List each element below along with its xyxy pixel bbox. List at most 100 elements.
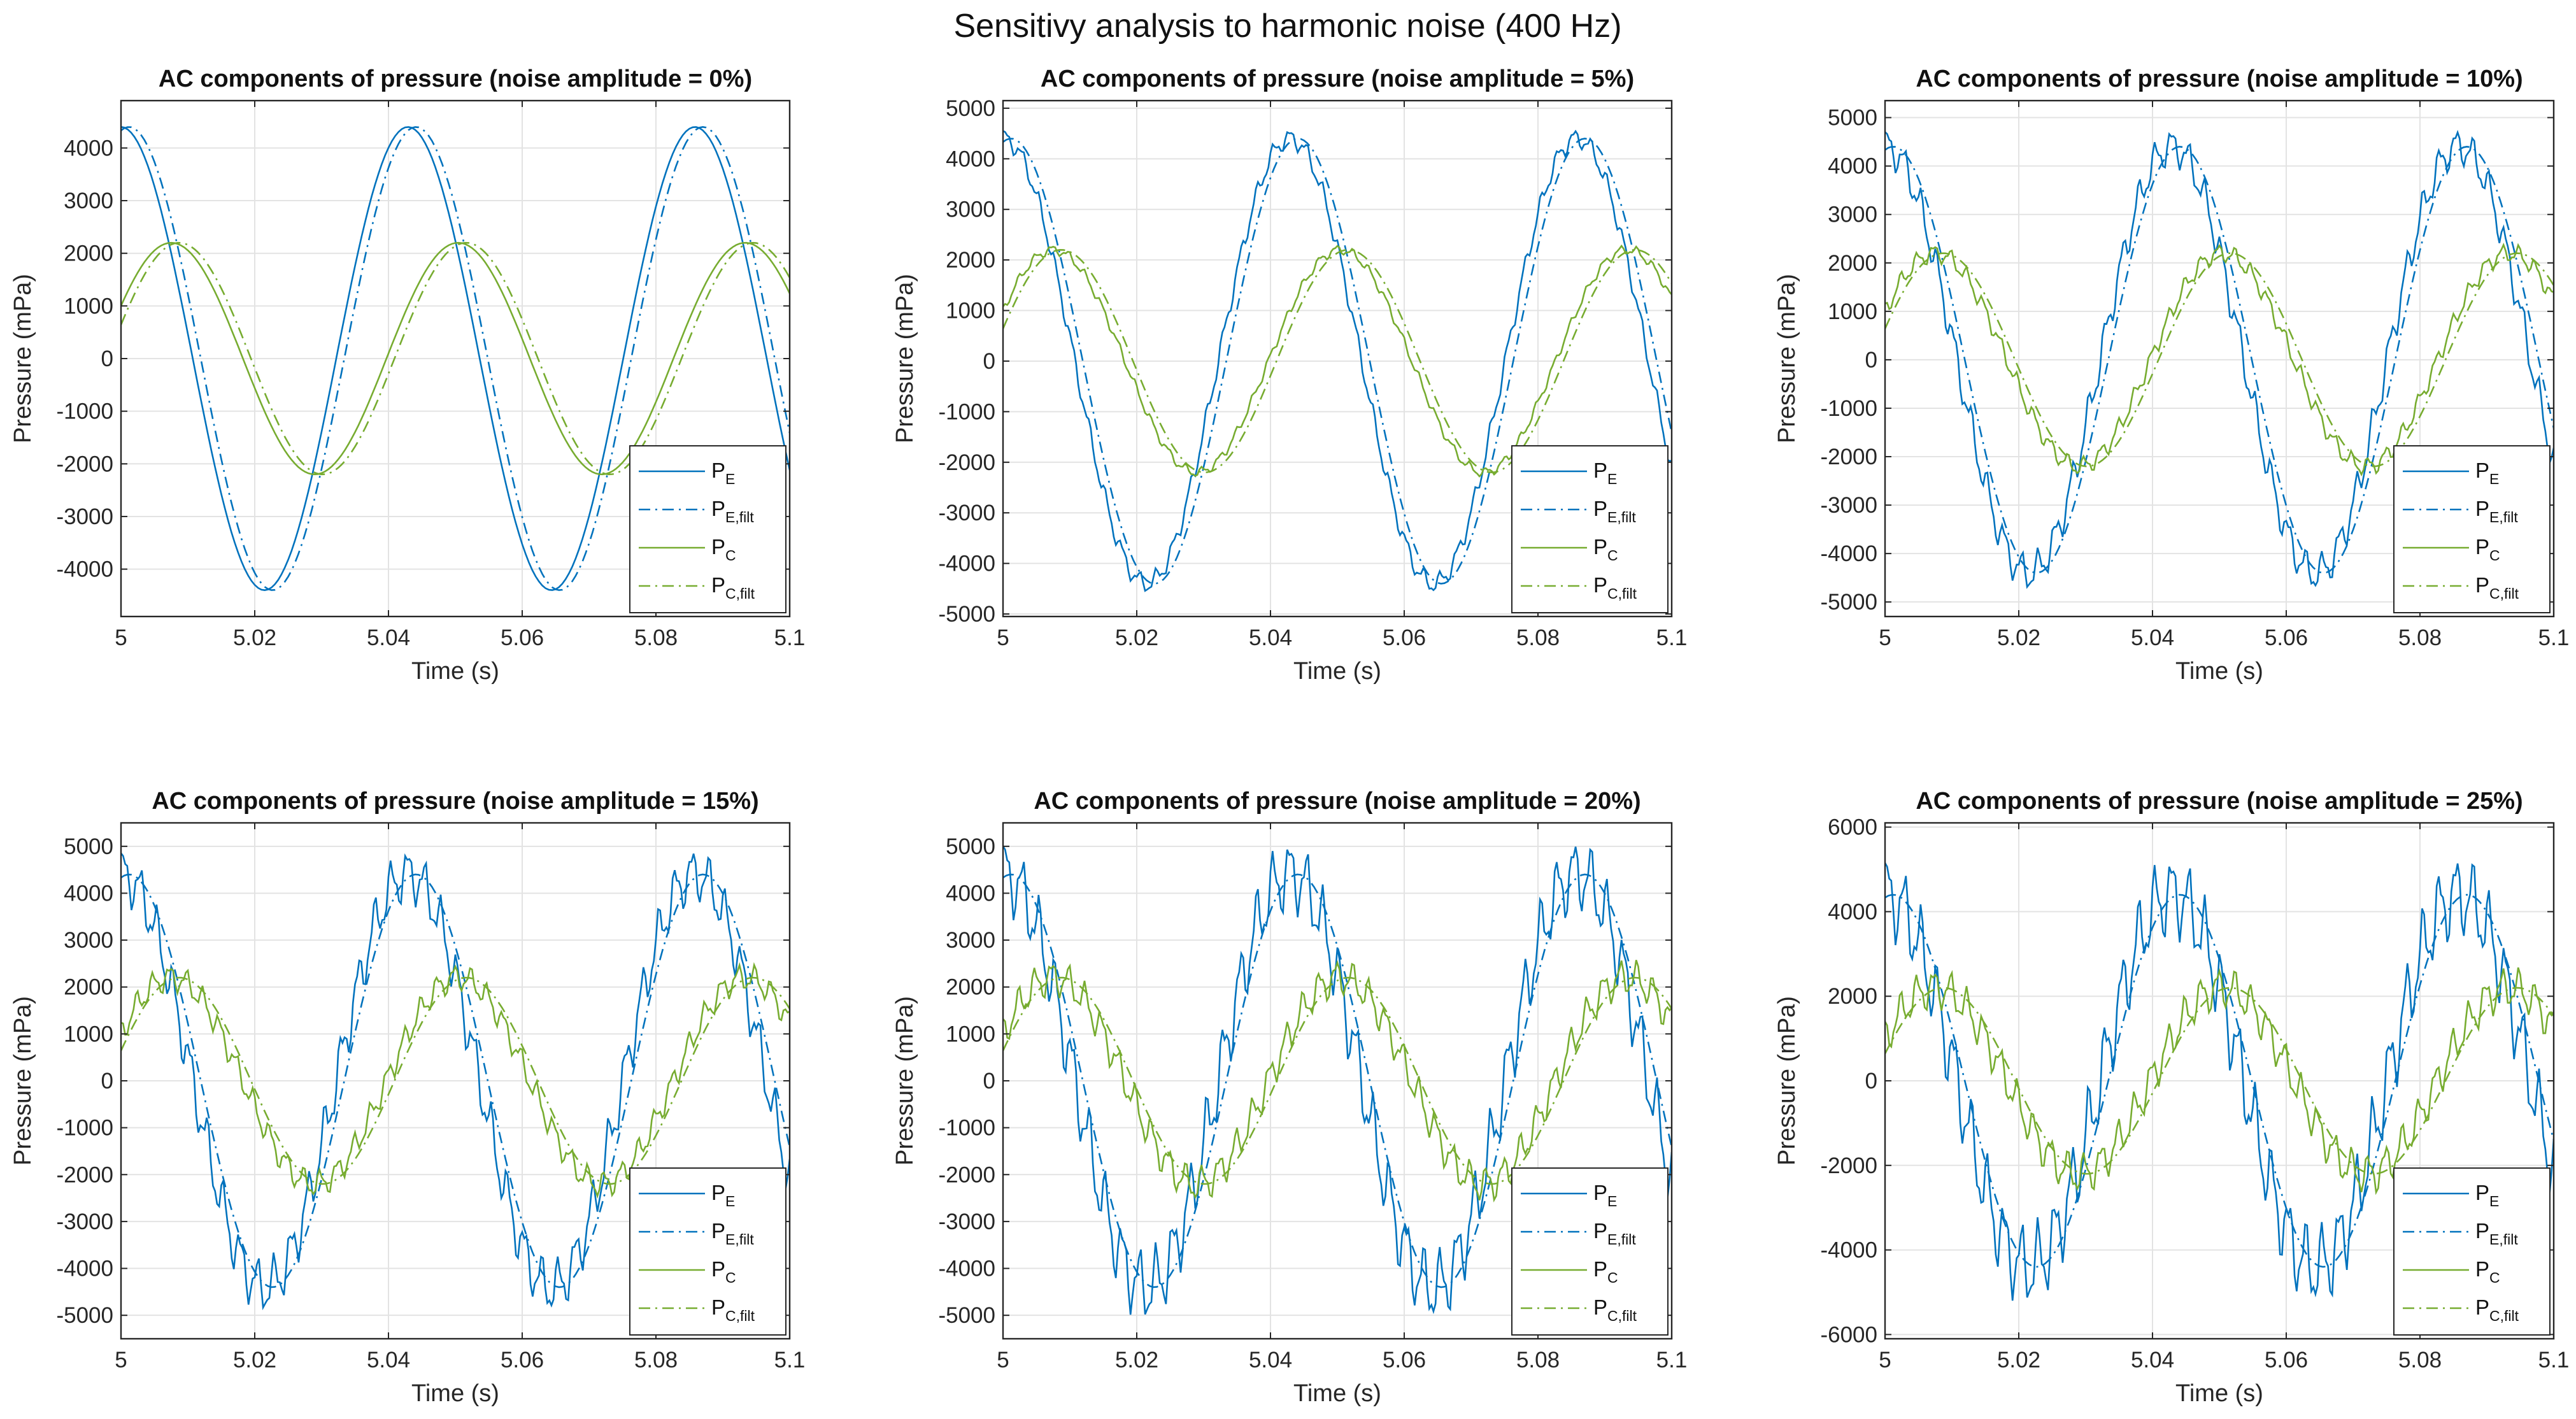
x-axis-label: Time (s) xyxy=(411,1380,499,1407)
y-axis-label: Pressure (mPa) xyxy=(10,996,36,1166)
chart-panel-5: 5 5.02 5.04 5.06 5.08 5.1 -5000 -4000 -3000 -2000… xyxy=(892,788,1687,1407)
x-tick-label: 5.1 xyxy=(774,1348,806,1373)
series-line-p-c-filt xyxy=(1885,252,2554,467)
chart-panel-3: 5 5.02 5.04 5.06 5.08 5.1 -5000 -4000 -3000 -2000… xyxy=(1774,66,2569,685)
y-tick-label: -5000 xyxy=(56,1303,113,1328)
y-tick-label: 1000 xyxy=(64,294,113,318)
legend-entry-subscript: C,filt xyxy=(725,1308,755,1324)
series-line-p-c-filt xyxy=(121,976,790,1185)
y-tick-label: -2000 xyxy=(1820,445,1877,469)
panel-title: AC components of pressure (noise amplitu… xyxy=(1916,788,2523,815)
series-line-p-c xyxy=(1885,967,2554,1195)
x-tick-label: 5.06 xyxy=(501,625,544,650)
figure-suptitle: Sensitivy analysis to harmonic noise (40… xyxy=(953,8,1621,45)
series-line-p-e-filt xyxy=(1003,138,1672,585)
y-tick-label: 5000 xyxy=(1828,106,1877,131)
legend-box xyxy=(629,1167,786,1336)
x-tick-label: 5 xyxy=(115,1348,127,1373)
y-tick-label: 0 xyxy=(983,349,995,374)
x-tick-label: 5.04 xyxy=(2131,625,2174,650)
y-tick-label: 6000 xyxy=(1828,815,1877,840)
x-tick-label: 5.06 xyxy=(2265,625,2308,650)
x-tick-label: 5.04 xyxy=(367,625,410,650)
chart-panel-6: 5 5.02 5.04 5.06 5.08 5.1 -6000 -4000 -2000 0 2000… xyxy=(1774,788,2569,1407)
y-axis-label: Pressure (mPa) xyxy=(892,996,918,1166)
legend-entry-subscript: E xyxy=(725,471,735,487)
series-group xyxy=(1885,129,2554,589)
x-axis-label: Time (s) xyxy=(1293,658,1381,685)
legend-entry-subscript: C xyxy=(1607,547,1618,564)
legend-box xyxy=(1511,445,1669,613)
y-tick-label: 0 xyxy=(1865,1069,1877,1094)
series-line-p-c-filt xyxy=(1003,248,1672,474)
legend-entry-label: PE,filt xyxy=(711,497,754,525)
x-tick-label: 5.06 xyxy=(2265,1348,2308,1373)
y-tick-label: 4000 xyxy=(946,146,995,171)
x-axis-label: Time (s) xyxy=(2175,1380,2263,1407)
y-tick-label: 2000 xyxy=(64,241,113,266)
y-tick-label: -5000 xyxy=(1820,590,1877,615)
series-line-p-e xyxy=(1885,129,2554,589)
y-tick-label: -3000 xyxy=(56,504,113,529)
series-group xyxy=(121,852,790,1311)
y-tick-label: 4000 xyxy=(64,881,113,906)
y-tick-label: -4000 xyxy=(1820,541,1877,566)
legend-entry-subscript: C xyxy=(1607,1269,1618,1286)
y-tick-label: -6000 xyxy=(1820,1322,1877,1347)
legend-entry-subscript: E,filt xyxy=(1607,1231,1636,1248)
y-tick-label: 3000 xyxy=(64,189,113,213)
y-tick-label: 4000 xyxy=(64,136,113,160)
y-tick-label: -2000 xyxy=(1820,1153,1877,1178)
y-tick-label: 0 xyxy=(101,1069,113,1094)
series-line-p-c xyxy=(1885,243,2554,477)
series-line-p-e xyxy=(121,852,790,1311)
x-tick-label: 5.06 xyxy=(1383,1348,1426,1373)
x-tick-label: 5.08 xyxy=(2398,625,2442,650)
y-tick-label: -4000 xyxy=(1820,1238,1877,1263)
x-tick-label: 5.02 xyxy=(1997,625,2040,650)
legend-entry-subscript: C xyxy=(2489,547,2500,564)
legend-entry-subscript: E xyxy=(725,1193,735,1209)
y-tick-label: -2000 xyxy=(938,450,995,475)
legend-entry-label: PC xyxy=(2475,1257,2500,1286)
x-tick-label: 5.1 xyxy=(1656,625,1688,650)
y-tick-label: 5000 xyxy=(946,834,995,859)
x-tick-label: 5.1 xyxy=(2538,1348,2570,1373)
legend-entry-subscript: C,filt xyxy=(725,585,755,602)
y-tick-label: 3000 xyxy=(1828,203,1877,227)
legend-entry-subscript: C,filt xyxy=(1607,585,1637,602)
y-axis-label: Pressure (mPa) xyxy=(1774,274,1800,443)
legend-box xyxy=(2393,1167,2551,1336)
y-tick-label: -1000 xyxy=(56,1116,113,1141)
x-tick-label: 5.06 xyxy=(501,1348,544,1373)
x-tick-label: 5.02 xyxy=(1115,625,1158,650)
series-line-p-e-filt xyxy=(121,125,790,591)
y-tick-label: 2000 xyxy=(946,248,995,273)
chart-panel-2: 5 5.02 5.04 5.06 5.08 5.1 -5000 -4000 -3000 -2000… xyxy=(892,66,1687,685)
y-tick-label: -4000 xyxy=(56,1257,113,1281)
y-axis-label: Pressure (mPa) xyxy=(892,274,918,443)
legend-entry-subscript: E xyxy=(2489,471,2499,487)
y-tick-label: 1000 xyxy=(946,299,995,324)
series-line-p-c-filt xyxy=(1003,976,1672,1185)
y-tick-label: 2000 xyxy=(1828,984,1877,1009)
series-group xyxy=(1003,846,1672,1315)
y-tick-label: -1000 xyxy=(56,399,113,424)
x-tick-label: 5.02 xyxy=(1997,1348,2040,1373)
legend-entry-subscript: C xyxy=(725,1269,736,1286)
x-tick-label: 5.08 xyxy=(634,1348,678,1373)
legend-entry-subscript: E,filt xyxy=(725,509,754,525)
series-line-p-e xyxy=(1885,862,2554,1301)
y-tick-label: 3000 xyxy=(946,928,995,953)
legend-entry-subscript: C xyxy=(2489,1269,2500,1286)
x-tick-label: 5.08 xyxy=(1516,625,1560,650)
panel-title: AC components of pressure (noise amplitu… xyxy=(159,66,752,92)
series-line-p-e-filt xyxy=(1885,145,2554,574)
series-line-p-e xyxy=(1003,129,1672,592)
y-tick-label: 2000 xyxy=(1828,251,1877,276)
y-tick-label: -3000 xyxy=(938,501,995,525)
